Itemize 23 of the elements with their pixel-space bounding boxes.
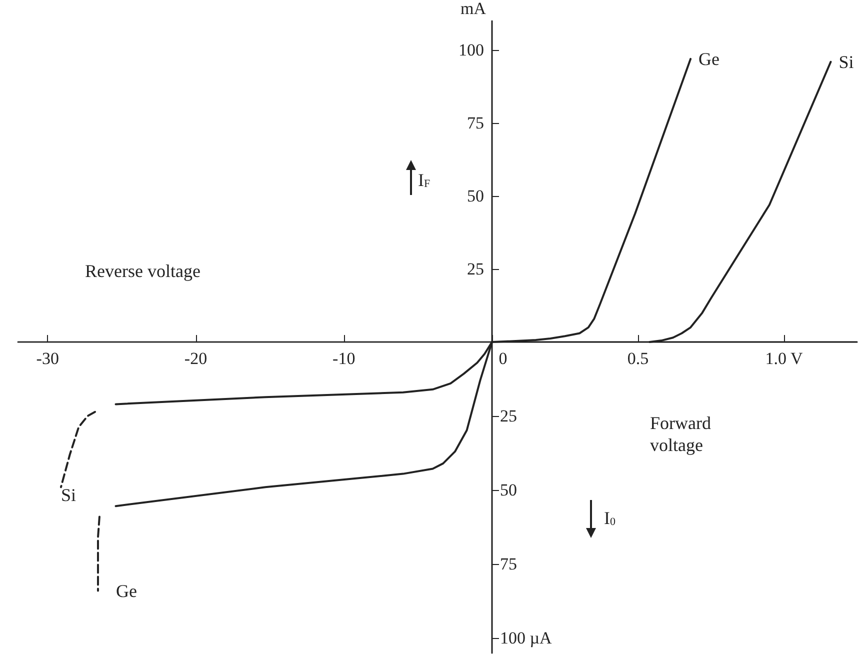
x-tick-label: -10 xyxy=(332,349,356,368)
series-label: Si xyxy=(838,52,854,72)
x-axis-title: Reverse voltage xyxy=(85,261,200,281)
y-tick-label: 25 xyxy=(467,260,484,279)
x-tick-label: 1.0 V xyxy=(765,349,804,368)
y-axis-title: mA xyxy=(460,0,487,18)
y-tick-label: 50 xyxy=(467,186,484,206)
x-tick-label: -30 xyxy=(36,349,59,368)
text: I0 xyxy=(604,508,616,528)
text: IF xyxy=(418,170,430,190)
y-tick-label: 100 µA xyxy=(500,628,553,648)
series-label: Ge xyxy=(698,48,720,69)
y-tick-label: 75 xyxy=(467,114,484,133)
x-axis-title: Forward voltage xyxy=(650,413,716,455)
x-tick-label: -20 xyxy=(184,349,208,368)
y-tick-label: 50 xyxy=(500,480,517,500)
series-label: Ge xyxy=(116,580,137,601)
y-tick-label: 75 xyxy=(500,554,517,574)
series-label: Si xyxy=(60,485,76,506)
y-tick-label: 100 xyxy=(458,40,484,60)
x-tick-label: 0 xyxy=(498,349,508,368)
y-tick-label: 25 xyxy=(500,406,517,426)
x-tick-label: 0.5 xyxy=(627,349,649,368)
